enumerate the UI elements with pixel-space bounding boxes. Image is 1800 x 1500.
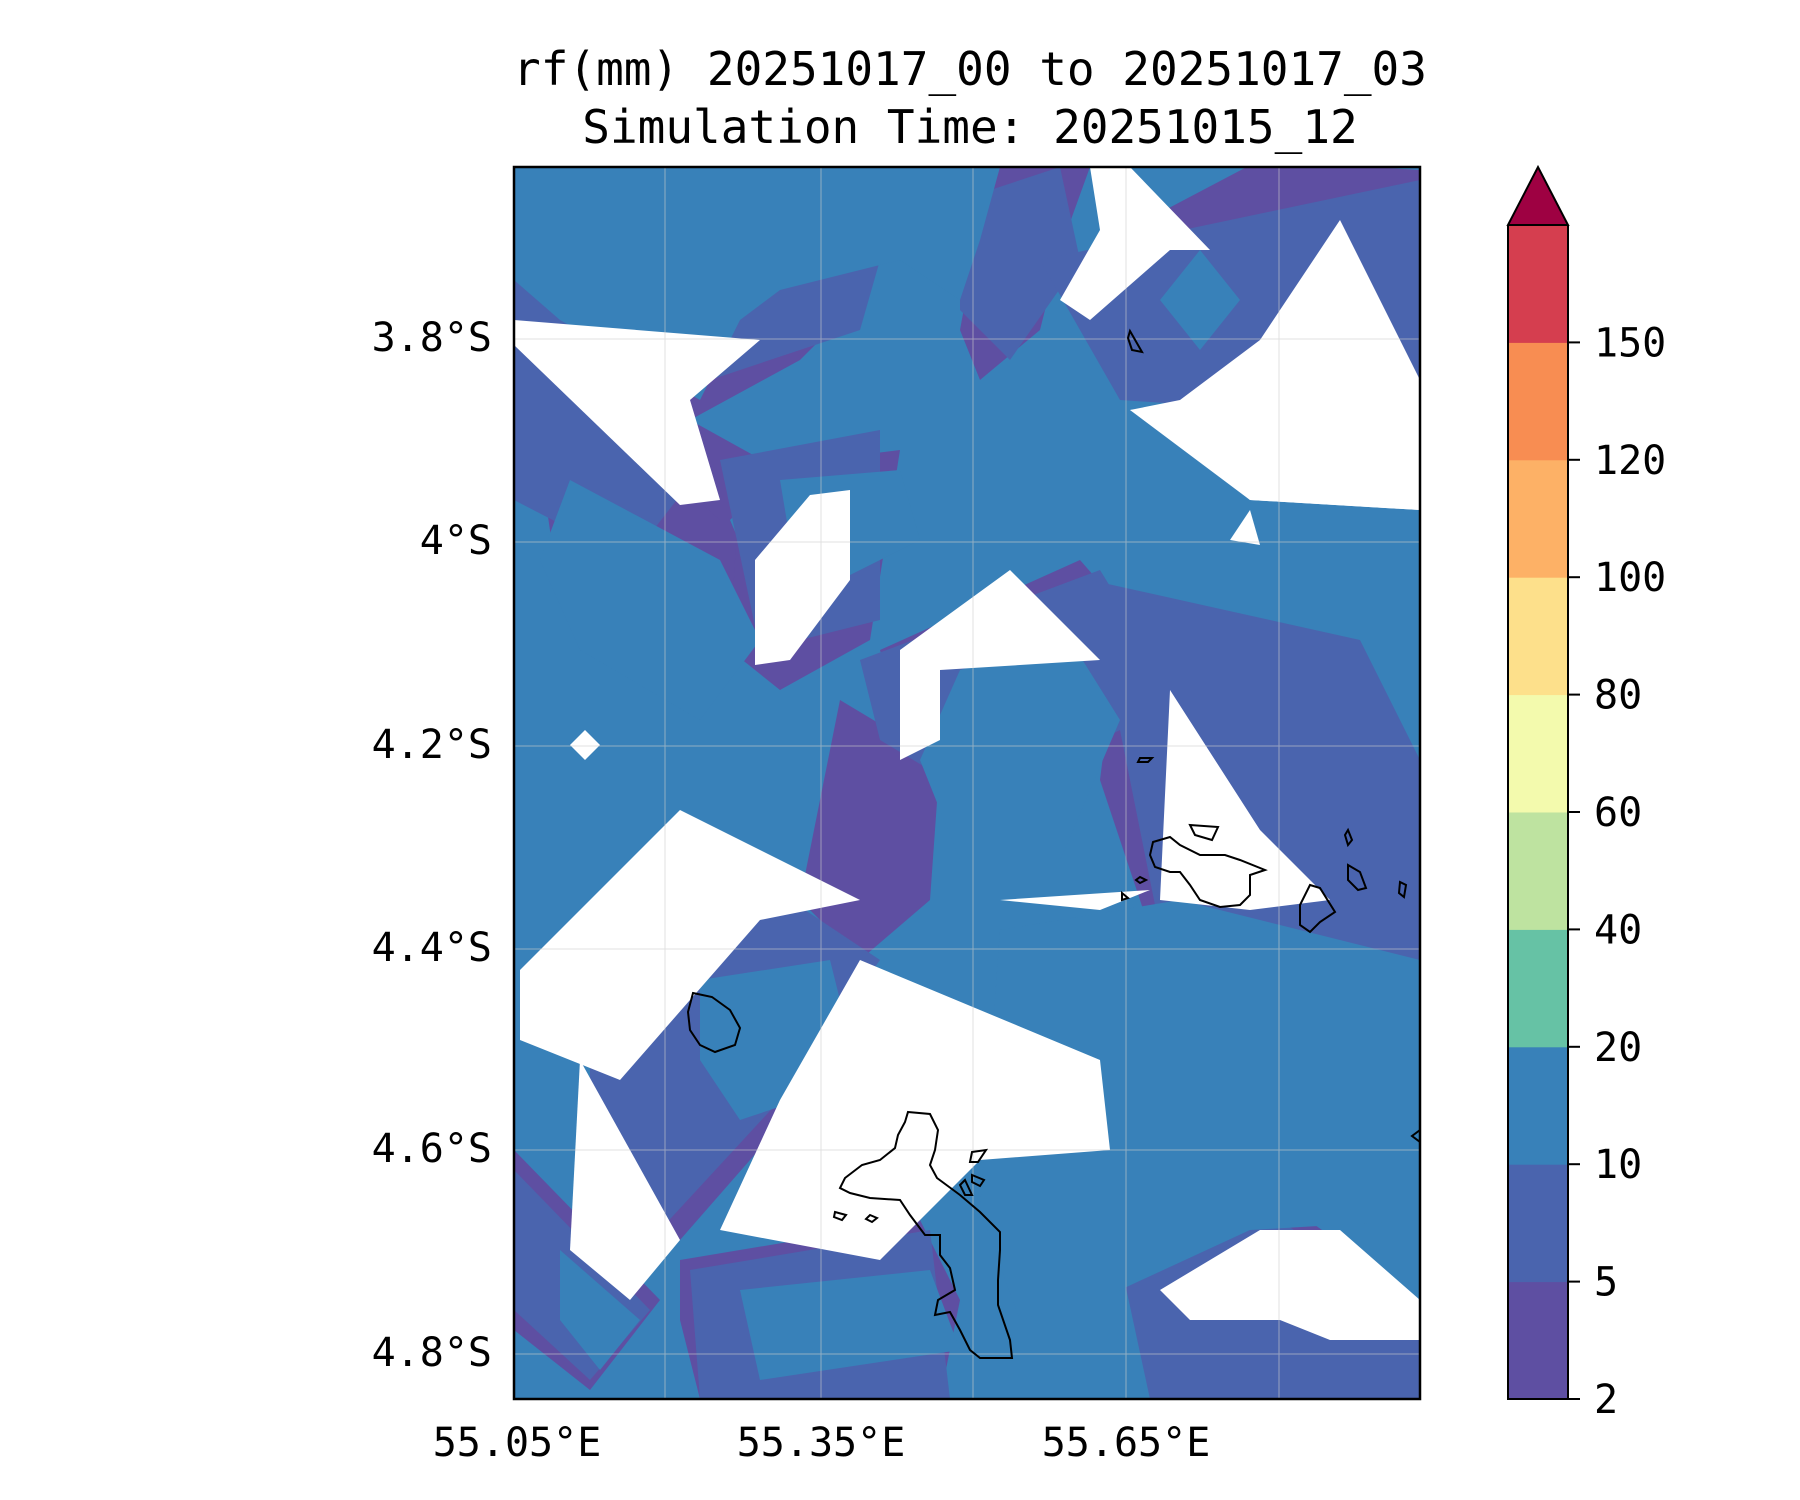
lon-label-55-65e: 55.65°E	[1042, 1420, 1211, 1466]
coastline-islet-9	[971, 1173, 986, 1188]
coastline-islet-10	[958, 1178, 974, 1196]
chart-title: rf(mm) 20251017_00 to 20251017_03 Simula…	[0, 40, 1800, 156]
colorbar-label-150: 150	[1594, 320, 1666, 366]
lon-label-55-05e: 55.05°E	[433, 1420, 602, 1466]
colorbar-segment-60-80	[1508, 694, 1568, 813]
map-gridlines	[514, 167, 1420, 1399]
longitude-labels: 55.05°E 55.35°E 55.65°E	[433, 1420, 1211, 1466]
coastline-praslin	[1148, 835, 1268, 909]
colorbar-label-5: 5	[1594, 1260, 1618, 1306]
title-line-1: rf(mm) 20251017_00 to 20251017_03	[513, 42, 1427, 96]
coastline-curieuse	[1188, 823, 1220, 842]
colorbar-label-2: 2	[1594, 1377, 1618, 1423]
coastline-islet-7	[1397, 880, 1408, 899]
coastline-islet-3	[1134, 875, 1149, 885]
colorbar-label-120: 120	[1594, 438, 1666, 484]
colorbar: 2 5 10 20 40 60 80 100 120 150	[1506, 164, 1666, 1423]
colorbar-segment-120-150	[1508, 342, 1568, 461]
lat-label-4-2s: 4.2°S	[372, 722, 492, 768]
coastline-islet-5	[1343, 827, 1354, 848]
coastlines	[686, 328, 1420, 1359]
colorbar-segment-40-60	[1508, 812, 1568, 930]
colorbar-label-80: 80	[1594, 673, 1642, 719]
colorbar-extend-arrow	[1506, 164, 1570, 226]
colorbar-segment-20-40	[1508, 929, 1568, 1048]
coastline-islet-11	[864, 1213, 879, 1224]
lat-label-4-6s: 4.6°S	[372, 1126, 492, 1172]
coastline-islet-2	[1136, 757, 1155, 763]
lon-label-55-35e: 55.35°E	[737, 1420, 906, 1466]
coastline-islet-12	[832, 1210, 848, 1222]
coastline-islet-13	[1410, 1128, 1420, 1144]
map-panel	[514, 167, 1420, 1399]
lat-label-3-8s: 3.8°S	[372, 315, 492, 361]
colorbar-label-10: 10	[1594, 1142, 1642, 1188]
colorbar-label-100: 100	[1594, 555, 1666, 601]
coastline-islet-6	[1347, 863, 1368, 892]
coastline-mahe	[838, 1110, 1014, 1359]
coastline-islet-8	[968, 1148, 989, 1163]
colorbar-segment-80-100	[1508, 577, 1568, 696]
coastline-islet-4	[1121, 890, 1131, 902]
coastline-silhouette	[686, 991, 742, 1054]
no-rain-areas	[514, 167, 1420, 1340]
colorbar-segment-5-10	[1508, 1164, 1568, 1283]
coastline-islet-1	[1126, 328, 1144, 354]
colorbar-label-20: 20	[1594, 1025, 1642, 1071]
colorbar-segment-2-5	[1508, 1281, 1568, 1400]
lat-label-4-8s: 4.8°S	[372, 1330, 492, 1376]
colorbar-segment-150-undefined	[1508, 225, 1568, 343]
coastline-la-digue	[1299, 883, 1337, 934]
colorbar-label-40: 40	[1594, 907, 1642, 953]
lat-label-4-4s: 4.4°S	[372, 925, 492, 971]
latitude-labels: 3.8°S 4°S 4.2°S 4.4°S 4.6°S 4.8°S	[372, 315, 492, 1376]
map-frame	[512, 165, 1422, 1401]
colorbar-segment-100-120	[1508, 459, 1568, 578]
lat-label-4s: 4°S	[420, 518, 492, 564]
colorbar-label-60: 60	[1594, 790, 1642, 836]
colorbar-segment-10-20	[1508, 1046, 1568, 1165]
title-line-2: Simulation Time: 20251015_12	[582, 100, 1358, 154]
